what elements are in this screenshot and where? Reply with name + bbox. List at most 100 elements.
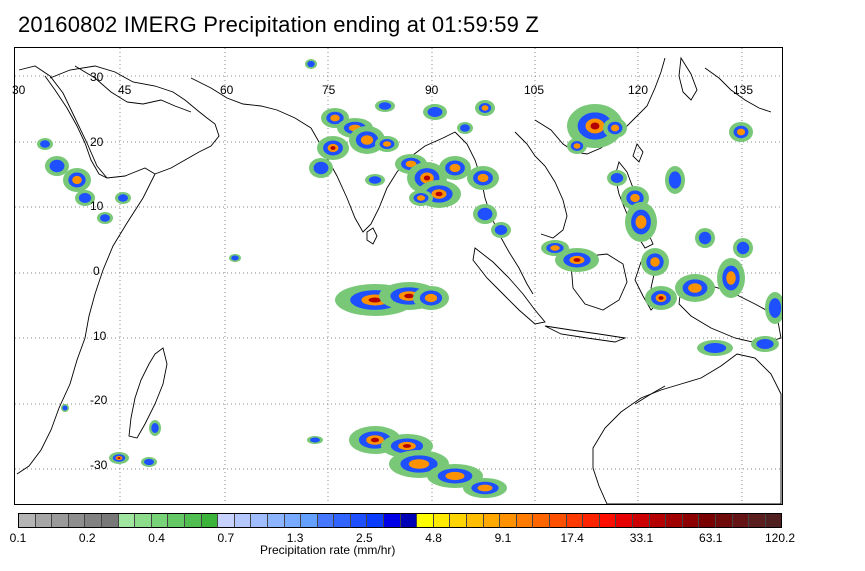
colorbar-swatch — [68, 514, 86, 527]
colorbar-swatch — [533, 514, 550, 527]
colorbar-swatch — [699, 514, 716, 527]
colorbar-swatch — [350, 514, 368, 527]
colorbar-swatch — [516, 514, 534, 527]
precip-cell — [768, 298, 782, 318]
precip-cell — [550, 245, 560, 251]
colorbar-swatch — [101, 514, 119, 527]
precip-cell — [423, 175, 431, 181]
precip-cell — [477, 173, 489, 183]
precip-cell — [688, 283, 702, 293]
colorbar-swatch — [168, 514, 185, 527]
colorbar-swatch — [433, 514, 451, 527]
colorbar-swatch — [550, 514, 567, 527]
precip-cell — [404, 293, 414, 299]
colorbar-swatch — [450, 514, 468, 527]
lon-label-30: 30 — [12, 83, 26, 97]
colorbar-swatch — [500, 514, 517, 527]
precip-cell — [427, 107, 443, 117]
colorbar-swatch — [765, 514, 782, 527]
precip-cell — [330, 146, 336, 150]
lon-label-60: 60 — [220, 83, 234, 97]
lat-label-10s: 10 — [93, 329, 107, 343]
colorbar-swatch — [666, 514, 683, 527]
precip-cell — [117, 457, 121, 459]
colorbar-swatch — [151, 514, 169, 527]
precip-cell — [435, 191, 443, 197]
precip-cell — [590, 122, 600, 130]
precip-cell — [405, 160, 417, 168]
colorbar-swatch — [234, 514, 252, 527]
colorbar-swatch — [732, 514, 750, 527]
colorbar-swatch — [367, 514, 385, 527]
colorbar-swatch — [218, 514, 235, 527]
precip-cell — [72, 175, 82, 185]
precip-cell — [736, 128, 746, 136]
colorbar-swatch — [19, 514, 36, 527]
precip-cell — [330, 114, 340, 122]
precip-cell — [368, 176, 382, 184]
precip-cell — [40, 140, 50, 148]
lat-label-20: 20 — [90, 135, 104, 149]
colorbar-swatch — [417, 514, 434, 527]
precip-cell — [736, 241, 750, 255]
precip-cell — [416, 195, 426, 201]
precip-cell — [610, 124, 620, 132]
colorbar-swatch — [317, 514, 335, 527]
map-canvas — [15, 48, 782, 504]
colorbar-swatch — [749, 514, 766, 527]
precip-cell — [481, 105, 489, 111]
colorbar-tick-label: 0.1 — [9, 531, 27, 545]
lat-label-20s: -20 — [90, 393, 108, 407]
precip-cell — [231, 255, 239, 261]
colorbar-swatch — [334, 514, 351, 527]
colorbar-swatch — [184, 514, 202, 527]
precip-cell — [424, 293, 438, 303]
precip-cell — [100, 214, 110, 222]
colorbar-swatch — [566, 514, 584, 527]
precip-cell — [313, 161, 329, 175]
precip-cell — [382, 141, 392, 147]
lon-label-90: 90 — [425, 83, 439, 97]
precip-cell — [703, 343, 727, 353]
lon-label-105: 105 — [524, 83, 545, 97]
precip-cell — [449, 163, 461, 173]
colorbar-swatch — [85, 514, 102, 527]
precip-cell — [378, 102, 392, 110]
precip-cell — [151, 423, 159, 433]
colorbar-swatch — [632, 514, 650, 527]
colorbar-swatch — [616, 514, 633, 527]
colorbar-swatch — [682, 514, 700, 527]
precip-cell — [408, 459, 430, 469]
colorbar-tick-label: 17.4 — [560, 531, 584, 545]
precip-cell — [370, 437, 380, 443]
lat-label-30s: -30 — [90, 458, 108, 472]
precipitation-colorbar — [18, 513, 782, 528]
colorbar-swatch — [267, 514, 285, 527]
colorbar-swatch — [599, 514, 617, 527]
colorbar-tick-label: 0.2 — [78, 531, 96, 545]
colorbar-swatch — [135, 514, 152, 527]
colorbar-swatch — [301, 514, 318, 527]
precip-cell — [62, 405, 68, 411]
lon-label-75: 75 — [322, 83, 336, 97]
lon-label-135: 135 — [733, 83, 754, 97]
precip-cell — [460, 124, 470, 132]
colorbar-tick-label: 0.4 — [148, 531, 165, 545]
precip-cell — [310, 437, 320, 443]
lat-label-30: 30 — [90, 70, 104, 84]
precip-cell — [573, 258, 581, 262]
colorbar-tick-label: 1.3 — [286, 531, 304, 545]
precip-cell — [78, 193, 92, 203]
precip-cell — [368, 297, 382, 303]
colorbar-swatch — [483, 514, 501, 527]
colorbar-swatch — [649, 514, 667, 527]
lat-label-10n: 10 — [90, 199, 104, 213]
precip-cell — [445, 471, 465, 481]
precip-cell — [650, 257, 660, 267]
precip-cell — [118, 194, 128, 202]
precip-cell — [635, 215, 647, 229]
colorbar-tick-label: 63.1 — [699, 531, 723, 545]
lon-label-120: 120 — [628, 83, 649, 97]
colorbar-tick-label: 2.5 — [356, 531, 373, 545]
colorbar-swatch — [118, 514, 136, 527]
